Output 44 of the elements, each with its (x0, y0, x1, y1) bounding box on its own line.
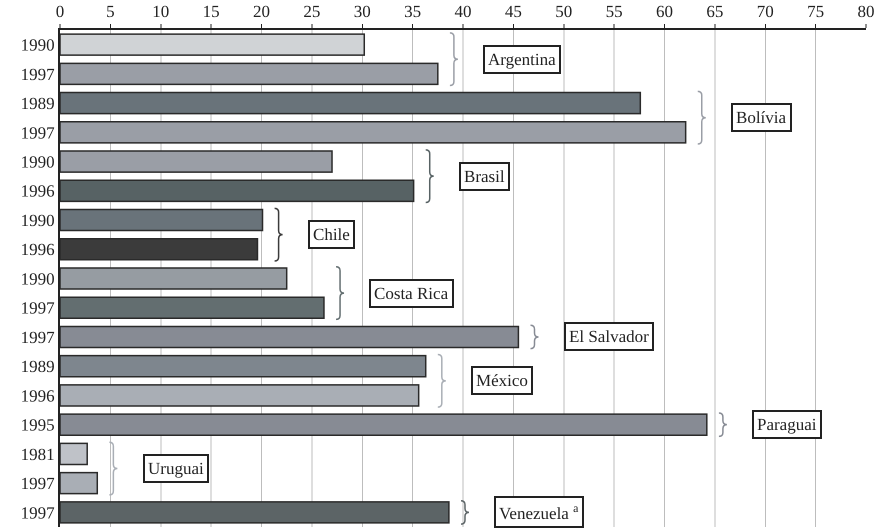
text: Argentina (488, 50, 556, 69)
legend-label: El Salvador (569, 327, 650, 346)
text: Uruguai (148, 459, 204, 478)
x-tick-label: 15 (202, 2, 220, 22)
x-tick-label: 60 (656, 2, 673, 22)
y-tick-label: 1981 (20, 444, 55, 464)
text: Chile (313, 225, 350, 244)
x-tick-label: 5 (106, 2, 115, 22)
y-tick-label: 1997 (20, 474, 56, 494)
y-tick-label: 1997 (20, 503, 56, 522)
y-tick-label: 1996 (20, 182, 55, 201)
y-tick-label: 1990 (20, 269, 55, 288)
y-tick-label: 1997 (20, 64, 56, 84)
x-tick-label: 40 (454, 2, 472, 22)
y-tick-label: 1990 (20, 210, 55, 230)
x-tick-label: 25 (303, 2, 320, 22)
x-tick-label: 10 (152, 2, 170, 22)
y-tick-label: 1997 (20, 328, 56, 347)
legend-label: Venezuela $^{a}$ (499, 501, 580, 524)
y-tick-label: 1989 (20, 357, 55, 376)
x-tick-label: 75 (807, 2, 824, 22)
y-tick-label: 1990 (20, 152, 55, 172)
x-tick-label: 55 (606, 2, 623, 22)
x-tick-label: 35 (404, 2, 422, 22)
y-tick-label: 1997 (20, 298, 56, 318)
text: Bolívia (736, 108, 787, 127)
x-tick-label: 65 (706, 2, 724, 22)
y-tick-label: 1996 (20, 240, 55, 260)
x-tick-label: 50 (555, 2, 572, 22)
x-tick-label: 30 (354, 2, 371, 22)
text: México (476, 371, 528, 390)
x-tick-label: 20 (253, 2, 270, 22)
text: Brasil (464, 167, 505, 186)
y-tick-label: 1989 (20, 94, 55, 114)
x-tick-label: 70 (756, 2, 774, 22)
y-tick-label: 1997 (20, 123, 56, 142)
x-tick-label: 80 (858, 2, 874, 22)
y-tick-label: 1996 (20, 386, 55, 406)
y-tick-label: 1990 (20, 36, 55, 55)
x-tick-label: 0 (56, 2, 64, 22)
x-tick-label: 45 (504, 2, 522, 22)
legend-label: Paraguai (757, 415, 817, 434)
y-tick-label: 1995 (20, 416, 55, 435)
text: Costa Rica (374, 284, 449, 303)
